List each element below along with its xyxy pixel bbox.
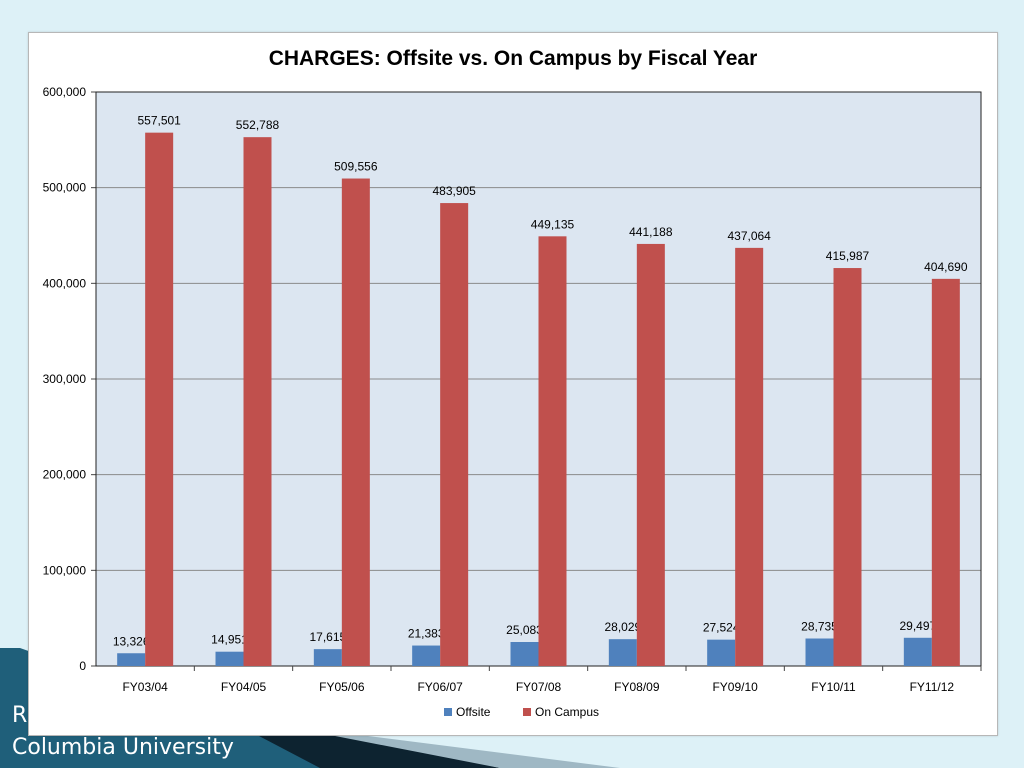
data-label-on-campus: 415,987: [826, 249, 870, 263]
x-tick-label: FY06/07: [417, 680, 463, 694]
bar-on-campus: [145, 132, 174, 667]
footer-line-2: Columbia University: [12, 735, 234, 760]
data-label-offsite: 17,615: [309, 630, 346, 644]
footer-text: R Columbia University: [12, 700, 234, 764]
chart-frame: CHARGES: Offsite vs. On Campus by Fiscal…: [28, 32, 998, 736]
data-label-on-campus: 552,788: [236, 118, 280, 132]
data-label-on-campus: 509,556: [334, 160, 378, 174]
data-label-offsite: 25,083: [506, 623, 543, 637]
data-label-on-campus: 557,501: [137, 114, 181, 128]
bar-on-campus: [931, 278, 960, 666]
data-label-on-campus: 404,690: [924, 260, 968, 274]
bar-offsite: [805, 638, 834, 666]
chart-title: CHARGES: Offsite vs. On Campus by Fiscal…: [268, 47, 758, 70]
bar-on-campus: [833, 268, 862, 666]
y-tick-label: 300,000: [43, 372, 87, 386]
data-label-on-campus: 483,905: [432, 184, 476, 198]
y-tick-label: 100,000: [43, 563, 87, 577]
bar-on-campus: [538, 236, 567, 666]
bar-on-campus: [243, 137, 272, 666]
data-label-offsite: 29,497: [899, 619, 936, 633]
bar-offsite: [707, 639, 736, 666]
bar-offsite: [313, 649, 342, 666]
x-tick-label: FY08/09: [614, 680, 660, 694]
data-label-on-campus: 441,188: [629, 225, 673, 239]
x-tick-label: FY04/05: [221, 680, 267, 694]
legend-label-on-campus: On Campus: [535, 705, 599, 719]
x-tick-label: FY10/11: [811, 680, 856, 694]
bar-offsite: [117, 653, 146, 666]
legend-swatch-offsite: [444, 708, 452, 716]
y-tick-label: 200,000: [43, 468, 87, 482]
data-label-offsite: 27,524: [703, 621, 740, 635]
y-tick-label: 500,000: [43, 181, 87, 195]
y-tick-label: 0: [79, 659, 86, 673]
bar-offsite: [412, 645, 441, 666]
data-label-offsite: 13,326: [113, 634, 150, 648]
x-tick-label: FY09/10: [712, 680, 758, 694]
bar-on-campus: [735, 247, 764, 667]
bar-offsite: [215, 651, 244, 666]
y-tick-label: 400,000: [43, 276, 87, 290]
bar-on-campus: [341, 178, 370, 666]
bar-offsite: [510, 642, 539, 666]
bar-offsite: [608, 639, 637, 666]
footer-line-1: R: [12, 703, 28, 728]
bar-on-campus: [636, 243, 665, 666]
data-label-offsite: 28,029: [604, 620, 641, 634]
data-label-offsite: 14,951: [211, 633, 248, 647]
data-label-offsite: 28,735: [801, 620, 838, 634]
x-tick-label: FY07/08: [516, 680, 562, 694]
bar-offsite: [903, 637, 932, 666]
data-label-on-campus: 437,064: [727, 229, 771, 243]
footer-band-light-shape: [330, 735, 620, 768]
x-tick-label: FY03/04: [122, 680, 168, 694]
data-label-offsite: 21,383: [408, 627, 445, 641]
y-tick-label: 600,000: [43, 85, 87, 99]
data-label-on-campus: 449,135: [531, 217, 575, 231]
bar-on-campus: [440, 203, 469, 666]
bar-chart: 0 100,000 200,000 300,000 400,000 500,000 600,…: [43, 85, 982, 719]
x-tick-label: FY05/06: [319, 680, 365, 694]
x-tick-label: FY11/12: [910, 680, 955, 694]
legend-swatch-on-campus: [523, 708, 531, 716]
legend-label-offsite: Offsite: [456, 705, 491, 719]
